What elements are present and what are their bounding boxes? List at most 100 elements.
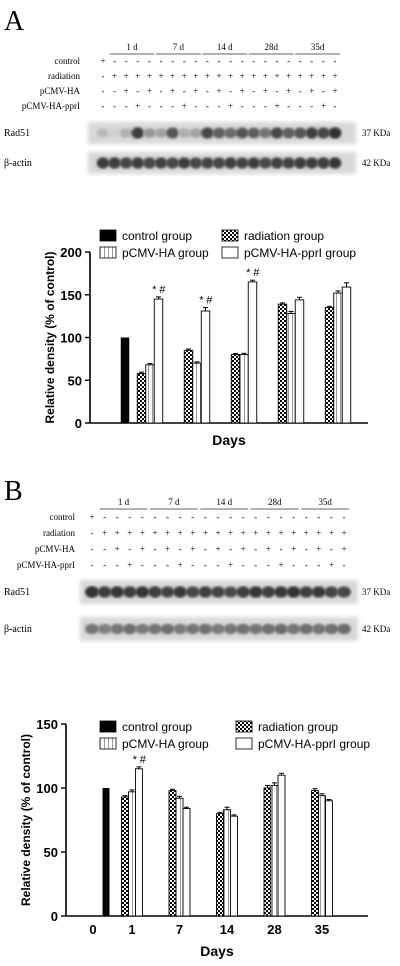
row-label: control bbox=[50, 512, 76, 522]
blot-band bbox=[293, 157, 307, 169]
blot-band bbox=[282, 157, 295, 169]
blot-band bbox=[166, 127, 179, 139]
blot-band bbox=[97, 623, 112, 635]
legend-label: control group bbox=[122, 229, 192, 243]
lane-sign: - bbox=[310, 101, 313, 111]
lane-sign: - bbox=[136, 86, 139, 96]
blot-band bbox=[299, 586, 314, 598]
blot-band bbox=[247, 157, 261, 169]
lane-sign: - bbox=[125, 56, 128, 66]
lane-sign: - bbox=[343, 512, 346, 522]
lane-sign: + bbox=[115, 544, 120, 554]
lane-sign: + bbox=[332, 86, 337, 96]
lane-sign: - bbox=[330, 512, 333, 522]
lane-sign: - bbox=[148, 101, 151, 111]
row-label: pCMV-HA-pprI bbox=[22, 101, 80, 111]
blot-band bbox=[235, 157, 249, 169]
bar-open-stripe bbox=[239, 354, 249, 424]
x-axis-label: Days bbox=[212, 432, 246, 448]
lane-sign: + bbox=[182, 101, 187, 111]
lane-sign: - bbox=[280, 512, 283, 522]
lane-sign: + bbox=[341, 528, 346, 538]
lane-sign: + bbox=[274, 71, 279, 81]
significance-label: * # bbox=[152, 284, 166, 296]
blot-band bbox=[274, 623, 288, 635]
blot-band bbox=[143, 128, 156, 138]
day-header: 7 d bbox=[168, 497, 180, 507]
legend-swatch bbox=[99, 229, 117, 242]
lane-sign: - bbox=[252, 86, 255, 96]
lane-sign: - bbox=[179, 544, 182, 554]
blot-band bbox=[110, 623, 125, 635]
blot-band bbox=[324, 586, 339, 598]
lane-sign: + bbox=[190, 528, 195, 538]
bar-checker bbox=[168, 790, 177, 917]
lane-sign: - bbox=[267, 560, 270, 570]
lane-sign: - bbox=[218, 101, 221, 111]
blot-band bbox=[236, 623, 251, 635]
lane-sign: - bbox=[204, 512, 207, 522]
lane-sign: - bbox=[171, 101, 174, 111]
blot-band bbox=[185, 586, 200, 598]
lane-sign: + bbox=[100, 56, 105, 66]
lane-sign: - bbox=[292, 512, 295, 522]
blot-band bbox=[110, 586, 125, 598]
lane-sign: - bbox=[206, 101, 209, 111]
bar-checker bbox=[277, 303, 288, 424]
lane-sign: - bbox=[183, 86, 186, 96]
bar-open bbox=[325, 800, 333, 917]
y-axis-label: Relative density (% of control) bbox=[19, 734, 33, 906]
blot-band bbox=[108, 157, 121, 169]
bar-open bbox=[247, 281, 258, 424]
lane-sign: + bbox=[228, 528, 233, 538]
day-header: 35d bbox=[311, 42, 325, 52]
x-tick-label: 14 bbox=[220, 922, 235, 937]
blot-band bbox=[224, 157, 237, 169]
band-size: 42 KDa bbox=[362, 624, 390, 634]
y-axis-label: Relative density (% of control) bbox=[43, 251, 57, 423]
legend-swatch bbox=[99, 246, 117, 259]
lane-sign: + bbox=[278, 528, 283, 538]
lane-sign: + bbox=[140, 544, 145, 554]
blot-band bbox=[259, 127, 272, 139]
band-name: β-actin bbox=[4, 158, 32, 169]
blot-band bbox=[259, 157, 272, 169]
lane-sign: - bbox=[217, 512, 220, 522]
legend-label: control group bbox=[122, 720, 192, 734]
day-header: 14 d bbox=[217, 42, 233, 52]
lane-sign: - bbox=[330, 544, 333, 554]
lane-sign: - bbox=[125, 101, 128, 111]
blot-band bbox=[311, 586, 326, 598]
lane-sign: - bbox=[254, 544, 257, 554]
lane-sign: - bbox=[299, 101, 302, 111]
lane-sign: - bbox=[305, 560, 308, 570]
blot-band bbox=[261, 623, 276, 635]
lane-sign: - bbox=[242, 512, 245, 522]
blot-band bbox=[122, 586, 137, 598]
bar-checker bbox=[324, 307, 335, 424]
lane-sign: + bbox=[291, 528, 296, 538]
lane-sign: - bbox=[264, 56, 267, 66]
lane-sign: + bbox=[241, 528, 246, 538]
blot-band bbox=[293, 127, 307, 139]
lane-sign: + bbox=[291, 544, 296, 554]
row-label: pCMV-HA-pprI bbox=[17, 560, 75, 570]
blot-band bbox=[299, 623, 314, 635]
lane-sign: - bbox=[305, 512, 308, 522]
blot-band bbox=[135, 623, 150, 635]
bar-open-stripe bbox=[128, 791, 136, 917]
blot-band bbox=[143, 157, 156, 169]
lane-sign: + bbox=[332, 71, 337, 81]
blot-band bbox=[166, 157, 179, 169]
legend-swatch bbox=[235, 737, 253, 750]
day-header: 14 d bbox=[216, 497, 232, 507]
blot-band bbox=[96, 128, 110, 138]
blot-band bbox=[236, 586, 251, 598]
lane-sign: - bbox=[241, 101, 244, 111]
lane-sign: - bbox=[287, 101, 290, 111]
lane-sign: + bbox=[215, 528, 220, 538]
row-label: pCMV-HA bbox=[35, 544, 76, 554]
lane-sign: + bbox=[274, 101, 279, 111]
lane-sign: - bbox=[171, 56, 174, 66]
day-header: 1 d bbox=[118, 497, 130, 507]
